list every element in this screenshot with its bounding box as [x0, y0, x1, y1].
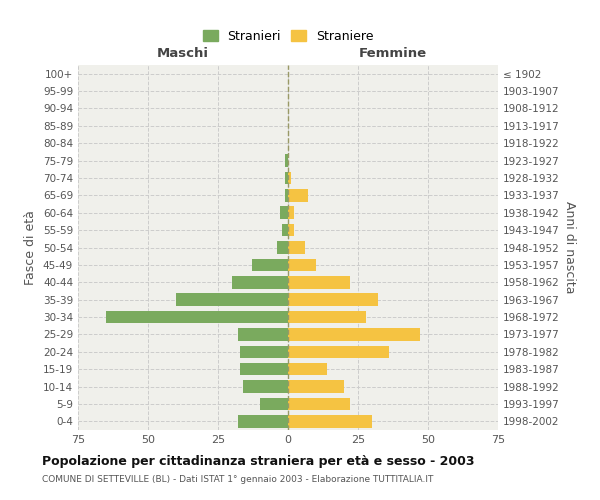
Bar [285, 154, 288, 167]
Bar [288, 328, 419, 340]
Bar [241, 346, 288, 358]
Bar [232, 276, 288, 288]
Y-axis label: Fasce di età: Fasce di età [25, 210, 37, 285]
Bar [288, 380, 344, 393]
Bar [277, 241, 288, 254]
Bar [251, 258, 288, 271]
Text: Femmine: Femmine [359, 47, 427, 60]
Bar [288, 415, 372, 428]
Bar [288, 241, 305, 254]
Bar [106, 311, 288, 324]
Bar [288, 206, 293, 219]
Bar [238, 415, 288, 428]
Bar [288, 172, 291, 184]
Bar [288, 189, 308, 202]
Bar [288, 398, 350, 410]
Bar [280, 206, 288, 219]
Text: Popolazione per cittadinanza straniera per età e sesso - 2003: Popolazione per cittadinanza straniera p… [42, 455, 475, 468]
Bar [288, 346, 389, 358]
Bar [288, 363, 327, 376]
Y-axis label: Anni di nascita: Anni di nascita [563, 201, 576, 294]
Bar [176, 294, 288, 306]
Bar [243, 380, 288, 393]
Bar [288, 258, 316, 271]
Bar [288, 224, 293, 236]
Text: Maschi: Maschi [157, 47, 209, 60]
Bar [283, 224, 288, 236]
Bar [241, 363, 288, 376]
Bar [260, 398, 288, 410]
Bar [288, 276, 350, 288]
Bar [288, 311, 367, 324]
Bar [285, 189, 288, 202]
Bar [285, 172, 288, 184]
Bar [238, 328, 288, 340]
Text: COMUNE DI SETTEVILLE (BL) - Dati ISTAT 1° gennaio 2003 - Elaborazione TUTTITALIA: COMUNE DI SETTEVILLE (BL) - Dati ISTAT 1… [42, 475, 433, 484]
Bar [288, 294, 377, 306]
Legend: Stranieri, Straniere: Stranieri, Straniere [200, 28, 376, 46]
